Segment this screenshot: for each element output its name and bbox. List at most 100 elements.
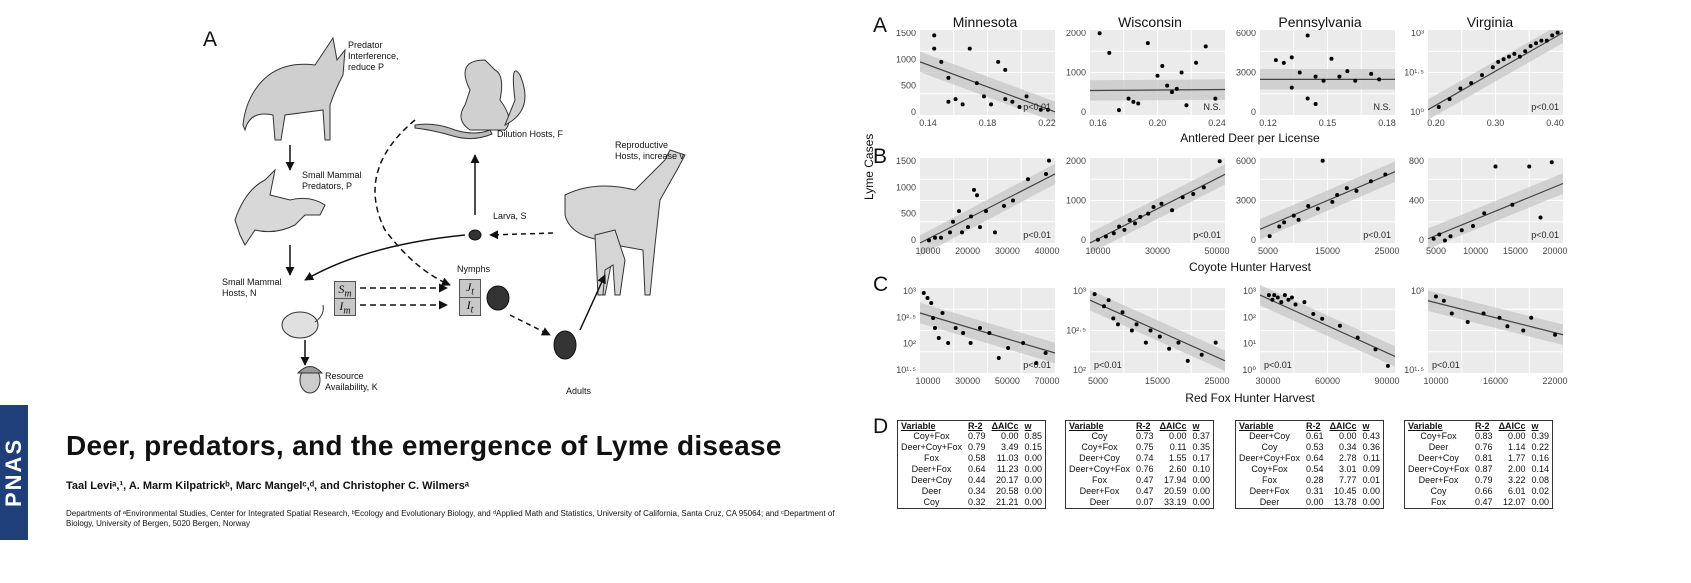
data-point	[996, 356, 1001, 360]
table-cell: 0.73	[1136, 431, 1154, 441]
table-header-cell: ΔAICc	[1329, 421, 1357, 431]
data-point	[946, 75, 951, 80]
data-point	[1330, 199, 1335, 204]
data-point	[931, 316, 936, 320]
table-row: Deer+Coy 0.61 0.00 0.43	[1236, 431, 1384, 442]
table-cell: 0.47	[1136, 475, 1154, 485]
table-cell: 0.39	[1531, 431, 1550, 441]
facet-C-minnesota: 10¹·⁵ 10² 10²·⁵ 10³ 10000 30000 50000 70000 p<0.…	[896, 286, 1059, 386]
data-point	[1282, 220, 1287, 225]
table-cell: Fox	[1092, 475, 1108, 485]
data-point	[1160, 63, 1165, 68]
table-cell: Deer+Fox	[1079, 486, 1120, 496]
row-letter-a: A	[873, 14, 888, 37]
facet-A-virginia: 10⁰ 10¹·⁵ 10³ 0.20 0.30 0.40 p<0.01	[1404, 30, 1564, 128]
data-point	[1136, 101, 1141, 106]
box-it-text: I	[466, 298, 471, 312]
data-point	[1302, 300, 1307, 305]
state-title-pennsylvania: Pennsylvania	[1278, 14, 1362, 30]
data-point	[1138, 214, 1143, 219]
table-cell: 0.16	[1531, 453, 1550, 463]
data-point	[1465, 320, 1470, 324]
table-header-cell: Variable	[1408, 421, 1443, 431]
table-cell: 20.59	[1164, 486, 1187, 496]
regression-line	[1089, 299, 1226, 362]
x-tick-label: 0.15	[1319, 118, 1337, 128]
table-cell: 0.11	[1169, 442, 1187, 452]
food-web-diagram	[234, 36, 686, 394]
data-point	[996, 59, 1001, 64]
y-tick-label: 10²	[903, 339, 916, 349]
x-tick-label: 70000	[1034, 376, 1059, 386]
data-point	[932, 33, 937, 38]
facet-C-virginia: 10¹·⁵ 10³ 10000 16000 22000 p<0.01	[1404, 286, 1567, 386]
table-row: Fox 0.47 17.94 0.00	[1066, 475, 1214, 486]
box-im-text: I	[339, 299, 344, 313]
x-tick-label: 0.30	[1487, 118, 1505, 128]
y-tick-label: 1000	[896, 54, 916, 64]
label-predator-interference: Predator Interference, reduce P	[348, 40, 399, 72]
table-cell: 0.00	[1339, 431, 1357, 441]
table-cell: 0.58	[968, 453, 986, 463]
y-tick-label: 2000	[1066, 156, 1086, 166]
y-tick-label: 10³	[1411, 286, 1424, 296]
y-tick-label: 10²·⁵	[896, 312, 916, 322]
table-cell: 6.01	[1508, 486, 1526, 496]
deer-illustration	[564, 149, 686, 296]
table-header-cell: ΔAICc	[991, 421, 1019, 431]
table-cell: 0.64	[968, 464, 986, 474]
data-point	[1337, 74, 1342, 79]
data-point	[1286, 297, 1291, 302]
data-point	[978, 225, 982, 230]
data-point	[927, 238, 931, 243]
data-point	[1002, 203, 1006, 208]
data-point	[925, 296, 930, 300]
y-tick-label: 6000	[1236, 156, 1256, 166]
data-point	[1151, 205, 1156, 210]
affiliations: Departments of ᵃEnvironmental Studies, C…	[66, 509, 835, 528]
regression-line	[1089, 173, 1226, 244]
data-point	[1337, 323, 1342, 328]
coyote-illustration	[242, 36, 346, 141]
y-tick-label: 6000	[1236, 30, 1256, 38]
table-row: Fox 0.28 7.77 0.01	[1236, 475, 1384, 486]
data-point	[1184, 103, 1189, 108]
table-cell: 1.55	[1169, 453, 1187, 463]
y-tick-label: 1500	[896, 30, 916, 38]
data-point	[1481, 311, 1486, 316]
facet-A-pennsylvania: 0 3000 6000 0.12 0.15 0.18 N.S.	[1236, 30, 1396, 128]
table-header-cell: w	[1531, 421, 1539, 431]
table-cell: 0.64	[1306, 453, 1324, 463]
y-tick-label: 10¹·⁵	[1404, 68, 1424, 78]
table-cell: 0.47	[1475, 497, 1493, 507]
x-caption-deer: Antlered Deer per License	[1180, 131, 1320, 145]
data-point	[1436, 105, 1441, 110]
regression-line	[1427, 300, 1564, 336]
table-cell: 0.09	[1362, 464, 1381, 474]
table-cell: Deer+Coy	[1418, 453, 1459, 463]
table-cell: 10.45	[1334, 486, 1357, 496]
data-point	[1447, 97, 1452, 102]
regression-line	[919, 61, 1056, 113]
table-cell: 0.74	[1136, 453, 1154, 463]
table-cell: Fox	[1431, 497, 1447, 507]
data-point	[1449, 311, 1454, 316]
data-point	[1122, 227, 1127, 232]
table-cell: 0.00	[1024, 486, 1043, 496]
table-header-cell: R-2	[1306, 421, 1321, 431]
table-cell: Coy	[1430, 486, 1447, 496]
y-tick-label: 10³	[1243, 286, 1256, 296]
y-tick-label: 800	[1409, 156, 1424, 166]
x-tick-label: 0.24	[1208, 118, 1226, 128]
table-header-cell: R-2	[1136, 421, 1151, 431]
y-tick-label: 0	[911, 107, 916, 117]
data-point	[1157, 334, 1162, 339]
data-point	[1553, 332, 1558, 337]
data-point	[1021, 341, 1026, 345]
table-row: Coy+Fox 0.75 0.11 0.35	[1066, 442, 1214, 453]
data-point	[1199, 352, 1204, 357]
data-point	[1458, 86, 1463, 91]
data-point	[1501, 57, 1506, 62]
data-point	[967, 46, 972, 51]
x-tick-label: 25000	[1374, 246, 1399, 256]
